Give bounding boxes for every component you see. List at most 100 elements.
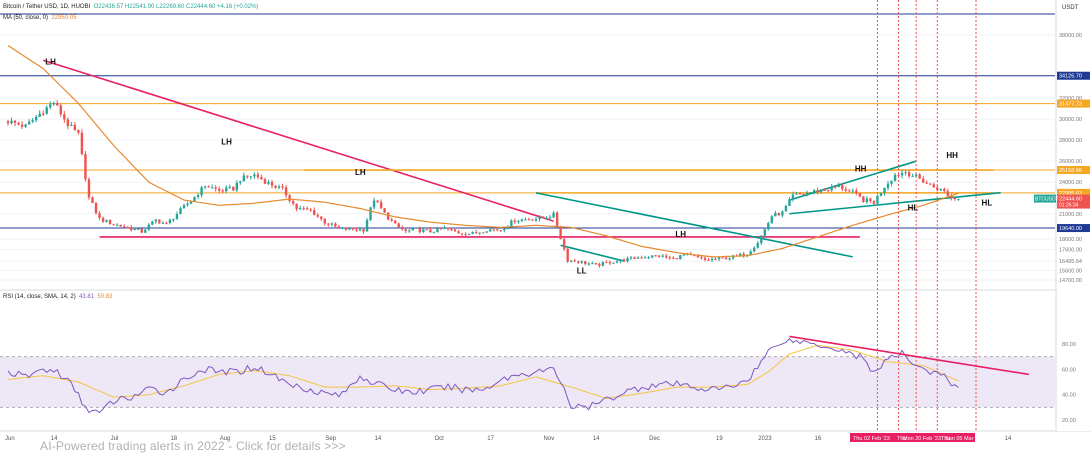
price-tick-label: 21000.00	[1059, 212, 1082, 218]
candle-body	[837, 185, 840, 188]
rsi-legend-label[interactable]: RSI (14, close, SMA, 14, 2)	[3, 294, 76, 300]
rsi-sma-legend-value: 50.83	[97, 294, 113, 300]
candle-body	[284, 187, 288, 196]
candle-body	[886, 183, 890, 188]
candle-body	[302, 208, 305, 210]
candle-body	[629, 257, 633, 259]
candle-body	[640, 257, 643, 259]
candle-body	[527, 219, 531, 221]
candle-body	[608, 262, 612, 264]
candle-body	[545, 218, 548, 220]
candle-body	[658, 255, 661, 257]
candle-body	[520, 219, 524, 222]
pattern-label: LL	[577, 267, 587, 276]
candle-body	[253, 174, 256, 177]
candle-body	[383, 208, 386, 213]
candle-body	[830, 186, 833, 191]
candle-body	[844, 189, 847, 191]
candle-body	[31, 120, 34, 122]
candle-body	[668, 257, 671, 259]
candle-body	[798, 193, 802, 195]
pattern-label: LH	[355, 168, 366, 177]
candle-body	[348, 227, 351, 230]
candle-body	[517, 221, 520, 223]
candlestick-series	[6, 99, 960, 268]
candle-body	[309, 209, 312, 211]
price-tick-label: 28000.00	[1059, 138, 1082, 144]
candle-body	[218, 188, 221, 191]
price-tick-label: 34126.70	[1059, 74, 1082, 80]
promo-banner[interactable]: AI-Powered trading alerts in 2022 - Clic…	[40, 439, 346, 453]
candle-body	[728, 258, 731, 260]
candle-body	[397, 223, 400, 228]
candle-body	[721, 257, 724, 259]
candle-body	[619, 259, 622, 262]
candle-body	[819, 189, 823, 193]
candle-body	[460, 233, 464, 235]
candle-body	[950, 195, 953, 198]
candle-body	[256, 174, 260, 178]
ohlc-values: O22436.57 H22541.90 L22269.60 C22444.60 …	[93, 4, 259, 10]
price-tick-label: 31477.73	[1059, 102, 1082, 108]
candle-body	[122, 226, 126, 228]
candle-body	[34, 116, 38, 121]
candle-body	[587, 263, 590, 265]
candle-body	[394, 220, 397, 224]
rsi-band-fill	[0, 356, 1055, 408]
candle-body	[693, 254, 696, 256]
candle-body	[20, 124, 24, 127]
candle-body	[855, 190, 858, 194]
candle-body	[510, 220, 513, 227]
candle-body	[242, 175, 246, 182]
candle-body	[105, 219, 108, 222]
candle-body	[203, 186, 207, 188]
candle-body	[478, 232, 481, 234]
price-level-badge	[1057, 224, 1090, 233]
candle-body	[467, 233, 471, 235]
candle-body	[277, 186, 281, 188]
date-range-highlight	[850, 433, 975, 442]
candle-body	[643, 257, 647, 259]
candle-body	[151, 221, 154, 225]
candle-body	[562, 239, 566, 249]
candle-body	[270, 182, 274, 186]
candle-body	[323, 218, 326, 224]
candle-body	[570, 260, 573, 262]
candle-body	[622, 259, 626, 262]
candle-body	[210, 187, 214, 189]
candle-body	[137, 228, 140, 230]
candle-body	[647, 257, 650, 259]
candle-body	[274, 185, 277, 188]
candle-body	[816, 190, 819, 193]
candle-body	[841, 185, 844, 190]
candle-body	[872, 201, 876, 204]
candle-body	[288, 195, 291, 201]
candle-body	[140, 228, 143, 233]
candle-body	[753, 247, 756, 252]
last-price-badge	[1057, 194, 1090, 209]
candle-body	[900, 172, 904, 176]
time-tick-label: Sep	[325, 436, 336, 442]
candle-body	[84, 153, 87, 180]
time-tick-label: Nov	[544, 436, 555, 442]
pattern-label: HH	[855, 165, 867, 174]
candle-body	[865, 198, 869, 203]
time-tick-label: Jul	[111, 436, 119, 442]
price-tick-label: 30000.00	[1059, 117, 1082, 123]
candle-body	[893, 174, 897, 181]
candle-body	[781, 211, 784, 216]
candle-body	[291, 200, 295, 204]
ma-legend-label[interactable]: MA (50, close, 0)	[3, 15, 49, 21]
candle-body	[788, 199, 791, 206]
rsi-legend-value: 43.81	[79, 294, 95, 300]
candle-body	[499, 230, 502, 232]
price-tick-label: 14700.00	[1059, 278, 1082, 284]
rsi-tick-label: 20.00	[1062, 418, 1076, 424]
candle-body	[897, 174, 900, 176]
candle-body	[777, 212, 781, 216]
candle-body	[17, 122, 20, 125]
trendline	[789, 191, 1001, 215]
symbol-title[interactable]: Bitcoin / Tether USD, 1D, HUOBI	[3, 4, 91, 10]
